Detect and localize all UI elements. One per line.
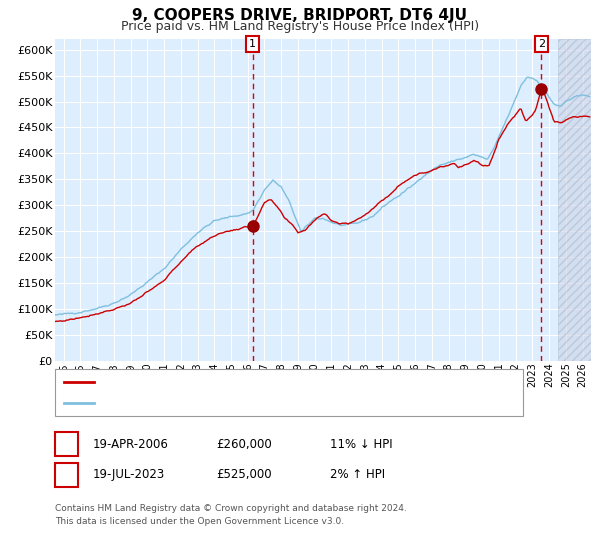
Text: 11% ↓ HPI: 11% ↓ HPI	[330, 437, 392, 451]
Text: 2: 2	[63, 468, 70, 482]
Text: 19-JUL-2023: 19-JUL-2023	[93, 468, 165, 482]
Text: 9, COOPERS DRIVE, BRIDPORT, DT6 4JU: 9, COOPERS DRIVE, BRIDPORT, DT6 4JU	[133, 8, 467, 23]
Text: HPI: Average price, detached house, Dorset: HPI: Average price, detached house, Dors…	[100, 398, 343, 408]
Text: 1: 1	[249, 39, 256, 49]
Text: 2% ↑ HPI: 2% ↑ HPI	[330, 468, 385, 482]
Text: 2: 2	[538, 39, 545, 49]
Text: 19-APR-2006: 19-APR-2006	[93, 437, 169, 451]
Text: 9, COOPERS DRIVE, BRIDPORT, DT6 4JU (detached house): 9, COOPERS DRIVE, BRIDPORT, DT6 4JU (det…	[100, 377, 422, 387]
Text: Contains HM Land Registry data © Crown copyright and database right 2024.
This d: Contains HM Land Registry data © Crown c…	[55, 504, 407, 525]
Text: £525,000: £525,000	[216, 468, 272, 482]
Text: Price paid vs. HM Land Registry's House Price Index (HPI): Price paid vs. HM Land Registry's House …	[121, 20, 479, 33]
Text: £260,000: £260,000	[216, 437, 272, 451]
Text: 1: 1	[63, 437, 70, 451]
Bar	[557, 39, 591, 361]
